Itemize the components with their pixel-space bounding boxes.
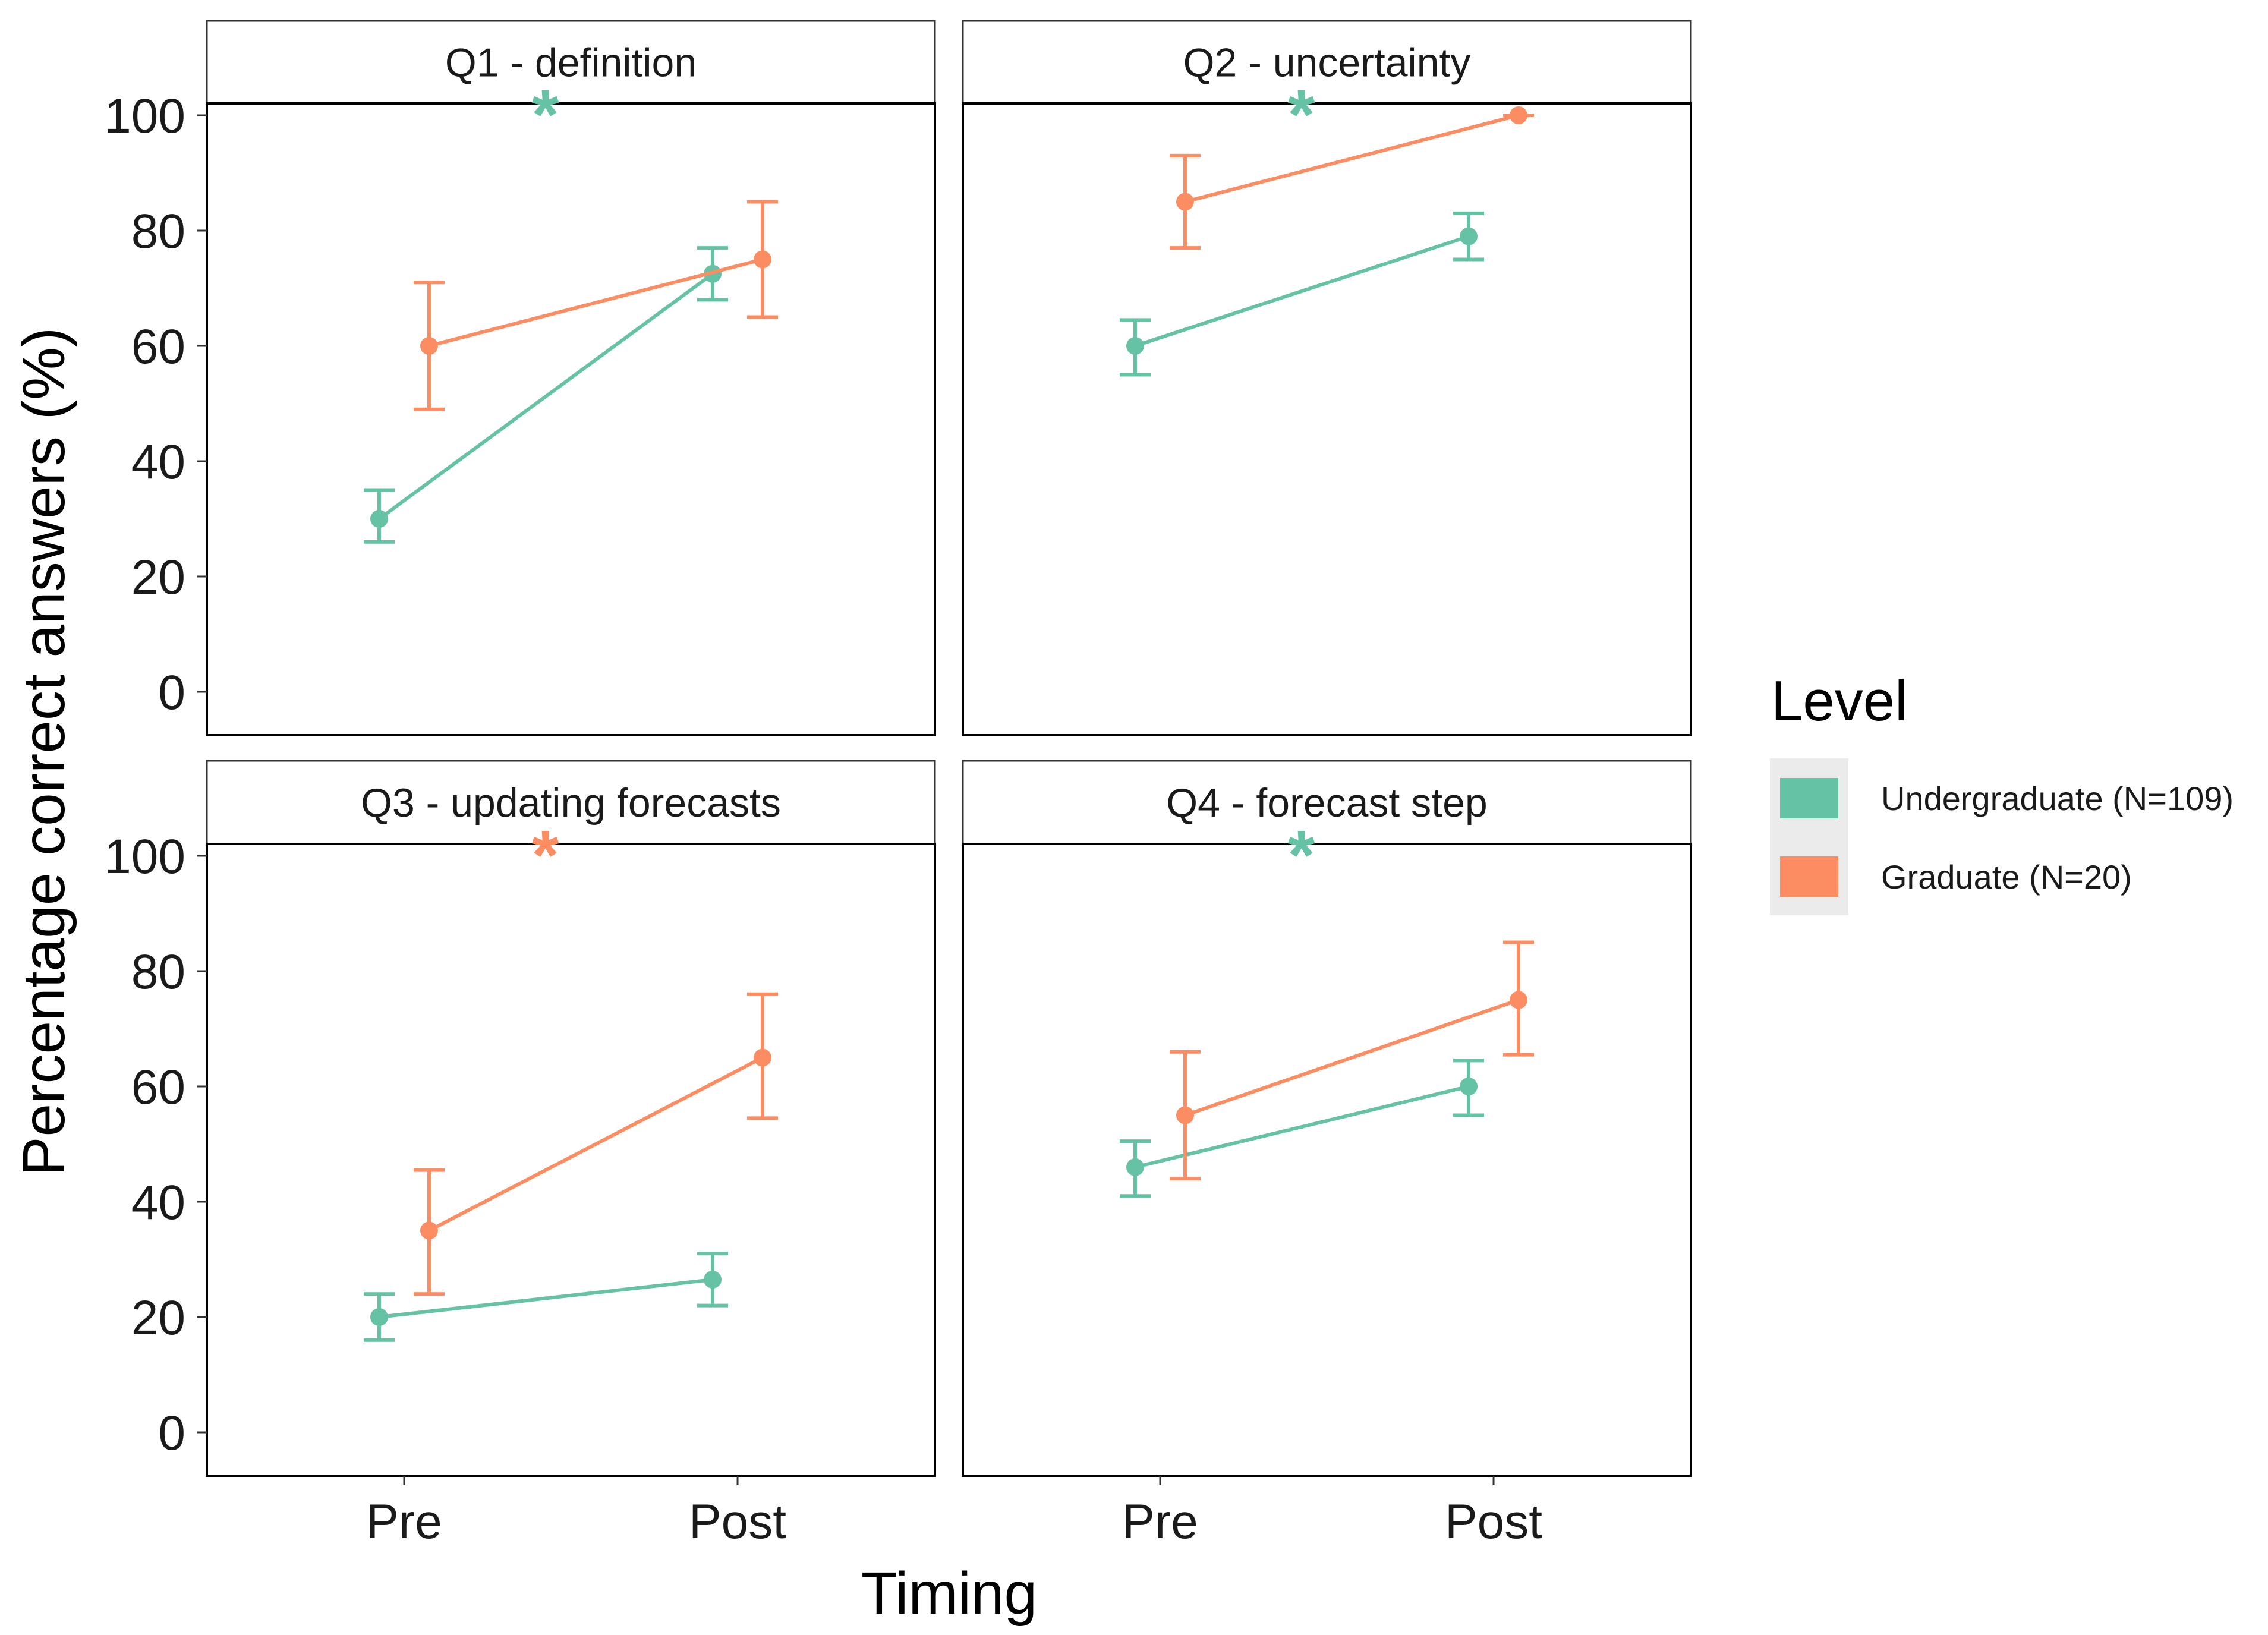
panel-q1-definition: Q1 - definition 0 20 40 60 80 100 * (104, 20, 936, 736)
y-tick-label: 60 (131, 320, 185, 374)
significance-marker: * (532, 816, 559, 894)
series-line (428, 1056, 764, 1233)
legend-swatch-undergraduate (1780, 778, 1838, 818)
x-tick-label: Post (1445, 1495, 1542, 1549)
panel-strip (962, 760, 1692, 845)
series-undergrad (363, 246, 729, 544)
series-grad (413, 992, 779, 1296)
y-tick-label: 80 (131, 945, 185, 999)
series-line (1135, 1085, 1469, 1169)
panel-border (206, 843, 936, 1477)
y-tick-label: 40 (131, 1176, 185, 1230)
panel-q3-updating-forecasts: Q3 - updating forecasts 0 20 40 60 80 100 Pre Po… (104, 760, 936, 1549)
data-point (420, 337, 438, 355)
series-line (429, 257, 763, 348)
panel-q4-forecast-step: Q4 - forecast step Pre Post * (962, 760, 1692, 1549)
significance-marker: * (1288, 75, 1315, 154)
series-grad (413, 200, 779, 411)
panel-strip (206, 20, 936, 105)
y-tick-label: 20 (131, 1291, 185, 1345)
x-tick-label: Pre (1122, 1495, 1198, 1549)
data-point (754, 1048, 772, 1067)
x-tick-label: Post (689, 1495, 786, 1549)
y-tick-label: 60 (131, 1060, 185, 1114)
series-line (1184, 998, 1520, 1117)
legend-label-undergraduate: Undergraduate (N=109) (1881, 780, 2234, 817)
data-point (1510, 106, 1528, 124)
series-undergrad (363, 1252, 729, 1342)
legend-title: Level (1771, 669, 1908, 733)
series-line (1185, 114, 1519, 204)
y-tick-label: 0 (158, 1406, 185, 1460)
y-tick-label: 40 (131, 435, 185, 489)
series-undergrad (1119, 1059, 1485, 1198)
panel-strip (962, 20, 1692, 105)
series-undergrad (1119, 211, 1485, 377)
panel-border (206, 102, 936, 736)
data-point (1126, 1158, 1144, 1176)
data-point (754, 250, 772, 269)
y-tick-label: 0 (158, 666, 185, 720)
data-point (1126, 337, 1144, 355)
data-point (370, 510, 388, 528)
data-point (420, 1221, 438, 1240)
significance-marker: * (1288, 816, 1315, 894)
data-point (1460, 1078, 1478, 1095)
legend-swatch-graduate (1780, 856, 1838, 897)
y-tick-label: 100 (104, 830, 185, 884)
panel-q2-uncertainty: Q2 - uncertainty* (962, 20, 1692, 736)
significance-marker: * (532, 75, 559, 154)
series-line (1135, 234, 1469, 348)
panel-border (962, 102, 1692, 736)
y-tick-label: 100 (104, 89, 185, 143)
data-point (704, 1270, 722, 1289)
series-grad (1169, 106, 1535, 250)
data-point (1176, 1106, 1194, 1124)
y-tick-label: 20 (131, 550, 185, 604)
legend-label-graduate: Graduate (N=20) (1881, 858, 2132, 896)
panel-title: Q2 - uncertainty (1183, 40, 1471, 86)
x-tick-label: Pre (366, 1495, 442, 1549)
panel-title: Q3 - updating forecasts (361, 780, 781, 826)
series-line (378, 272, 714, 521)
series-grad (1169, 940, 1535, 1181)
legend: Level Undergraduate (N=109) Graduate (N=… (1770, 669, 2234, 915)
data-point (1510, 991, 1528, 1009)
data-point (370, 1308, 388, 1326)
series-line (379, 1277, 713, 1319)
y-axis-title: Percentage correct answers (%) (11, 327, 77, 1176)
y-tick-label: 80 (131, 204, 185, 259)
data-point (1176, 193, 1194, 211)
data-point (1460, 227, 1478, 245)
panel-border (962, 843, 1692, 1477)
panel-strip (206, 760, 936, 845)
panel-title: Q4 - forecast step (1166, 780, 1487, 826)
panel-title: Q1 - definition (445, 40, 697, 86)
x-axis-title: Timing (861, 1560, 1037, 1627)
